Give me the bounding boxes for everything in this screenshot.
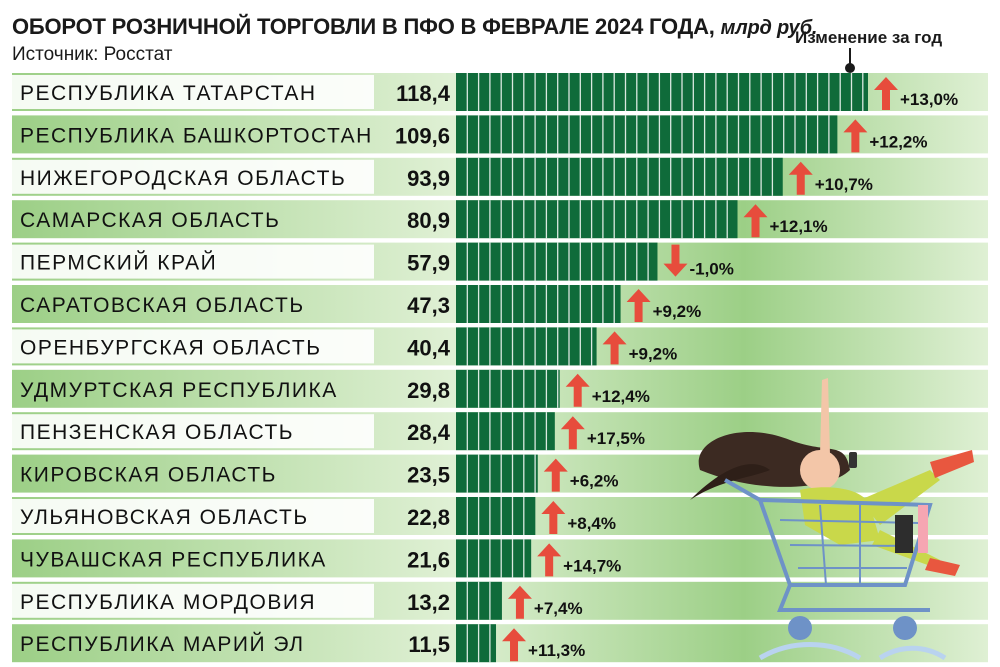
chart-row: РЕСПУБЛИКА ТАТАРСТАН 118,4 +13,0%: [12, 73, 988, 111]
arrow-up-icon: [626, 289, 651, 322]
region-label: ПЕНЗЕНСКАЯ ОБЛАСТЬ: [20, 421, 294, 444]
bar: [456, 73, 868, 111]
value-label: 40,4: [407, 335, 451, 360]
arrow-up-icon: [507, 585, 532, 619]
region-label: САМАРСКАЯ ОБЛАСТЬ: [20, 209, 280, 232]
bar: [456, 497, 536, 535]
chart-row: РЕСПУБЛИКА МОРДОВИЯ 13,2 +7,4%: [12, 581, 988, 620]
arrow-up-icon: [537, 543, 562, 577]
value-label: 13,2: [407, 590, 450, 615]
arrow-up-icon: [788, 161, 813, 195]
label-panel: [12, 414, 374, 449]
change-label: -1,0%: [689, 260, 733, 279]
change-label: +12,4%: [592, 387, 650, 406]
arrow-up-icon: [502, 628, 527, 662]
change-label: +14,7%: [563, 556, 621, 575]
change-column-label: Изменение за год: [795, 28, 943, 47]
chart-row: САРАТОВСКАЯ ОБЛАСТЬ 47,3 +9,2%: [12, 285, 988, 323]
region-label: РЕСПУБЛИКА МОРДОВИЯ: [20, 591, 316, 614]
change-label: +12,1%: [770, 217, 828, 236]
value-label: 109,6: [395, 123, 450, 148]
chart-row: ПЕНЗЕНСКАЯ ОБЛАСТЬ 28,4 +17,5%: [12, 412, 988, 451]
change-label-dot: [845, 63, 855, 73]
bar: [456, 454, 538, 493]
chart-row: РЕСПУБЛИКА МАРИЙ ЭЛ 11,5 +11,3%: [12, 624, 988, 663]
bar: [456, 242, 658, 281]
page-title: ОБОРОТ РОЗНИЧНОЙ ТОРГОВЛИ В ПФО В ФЕВРАЛ…: [12, 14, 817, 40]
change-label: +10,7%: [815, 175, 873, 194]
value-label: 29,8: [407, 378, 450, 403]
label-panel: [12, 583, 374, 618]
bar: [456, 285, 621, 323]
change-label: +9,2%: [653, 302, 702, 321]
arrow-up-icon: [543, 458, 568, 492]
source-note: Источник: Росстат: [12, 44, 173, 65]
arrow-up-icon: [843, 119, 868, 153]
value-label: 93,9: [407, 166, 450, 191]
label-panel: [12, 244, 374, 279]
arrow-up-icon: [874, 77, 898, 110]
shopping-cart-illustration: [690, 378, 974, 661]
bar: [456, 157, 783, 196]
region-label: ЧУВАШСКАЯ РЕСПУБЛИКА: [20, 548, 327, 571]
change-label: +17,5%: [587, 429, 645, 448]
value-label: 11,5: [408, 632, 450, 657]
change-label-pointer: [849, 48, 851, 66]
region-label: САРАТОВСКАЯ ОБЛАСТЬ: [20, 294, 305, 317]
chart-row: УДМУРТСКАЯ РЕСПУБЛИКА 29,8 +12,4%: [12, 369, 988, 408]
value-label: 80,9: [407, 208, 450, 233]
value-label: 23,5: [407, 463, 450, 488]
change-label: +6,2%: [570, 472, 619, 491]
value-label: 22,8: [407, 505, 450, 530]
value-label: 118,4: [396, 81, 451, 106]
arrow-up-icon: [602, 331, 627, 365]
chart-row: ПЕРМСКИЙ КРАЙ 57,9 -1,0%: [12, 242, 988, 281]
chart-row: РЕСПУБЛИКА БАШКОРТОСТАН 109,6 +12,2%: [12, 115, 988, 154]
arrow-up-icon: [565, 373, 590, 407]
region-label: РЕСПУБЛИКА ТАТАРСТАН: [20, 82, 317, 105]
region-label: КИРОВСКАЯ ОБЛАСТЬ: [20, 464, 277, 487]
arrow-up-icon: [743, 204, 768, 238]
value-label: 21,6: [407, 547, 450, 572]
region-label: РЕСПУБЛИКА МАРИЙ ЭЛ: [20, 632, 305, 656]
arrow-up-icon: [541, 501, 566, 534]
bar: [456, 200, 738, 239]
change-label: +9,2%: [629, 344, 678, 363]
title-text: ОБОРОТ РОЗНИЧНОЙ ТОРГОВЛИ В ПФО В ФЕВРАЛ…: [12, 14, 715, 39]
region-label: ОРЕНБУРГСКАЯ ОБЛАСТЬ: [20, 336, 322, 359]
arrow-down-icon: [663, 244, 688, 277]
label-panel: [12, 75, 374, 109]
region-label: ПЕРМСКИЙ КРАЙ: [20, 251, 217, 275]
change-label: +7,4%: [534, 599, 583, 618]
bar: [456, 327, 597, 366]
region-label: РЕСПУБЛИКА БАШКОРТОСТАН: [20, 124, 373, 147]
region-label: НИЖЕГОРОДСКАЯ ОБЛАСТЬ: [20, 167, 346, 190]
chart-row: САМАРСКАЯ ОБЛАСТЬ 80,9 +12,1%: [12, 200, 988, 239]
region-label: УЛЬЯНОВСКАЯ ОБЛАСТЬ: [20, 506, 309, 529]
bar: [456, 412, 555, 451]
change-label: +12,2%: [869, 132, 927, 151]
label-panel: [12, 159, 374, 194]
chart-row: НИЖЕГОРОДСКАЯ ОБЛАСТЬ 93,9 +10,7%: [12, 157, 988, 196]
change-label: +8,4%: [567, 514, 616, 533]
title-unit: млрд руб.: [720, 17, 818, 39]
bar: [456, 539, 532, 578]
change-label: +13,0%: [900, 90, 958, 109]
value-label: 47,3: [407, 293, 450, 318]
bar: [456, 369, 560, 408]
arrow-up-icon: [560, 416, 585, 450]
chart-row: ОРЕНБУРГСКАЯ ОБЛАСТЬ 40,4 +9,2%: [12, 327, 988, 366]
region-label: УДМУРТСКАЯ РЕСПУБЛИКА: [20, 379, 338, 402]
value-label: 57,9: [407, 251, 450, 276]
change-label: +11,3%: [528, 641, 585, 660]
bar: [456, 115, 838, 154]
label-panel: [12, 329, 374, 364]
chart-row: УЛЬЯНОВСКАЯ ОБЛАСТЬ 22,8 +8,4%: [12, 497, 988, 535]
label-panel: [12, 499, 374, 533]
value-label: 28,4: [407, 420, 451, 445]
